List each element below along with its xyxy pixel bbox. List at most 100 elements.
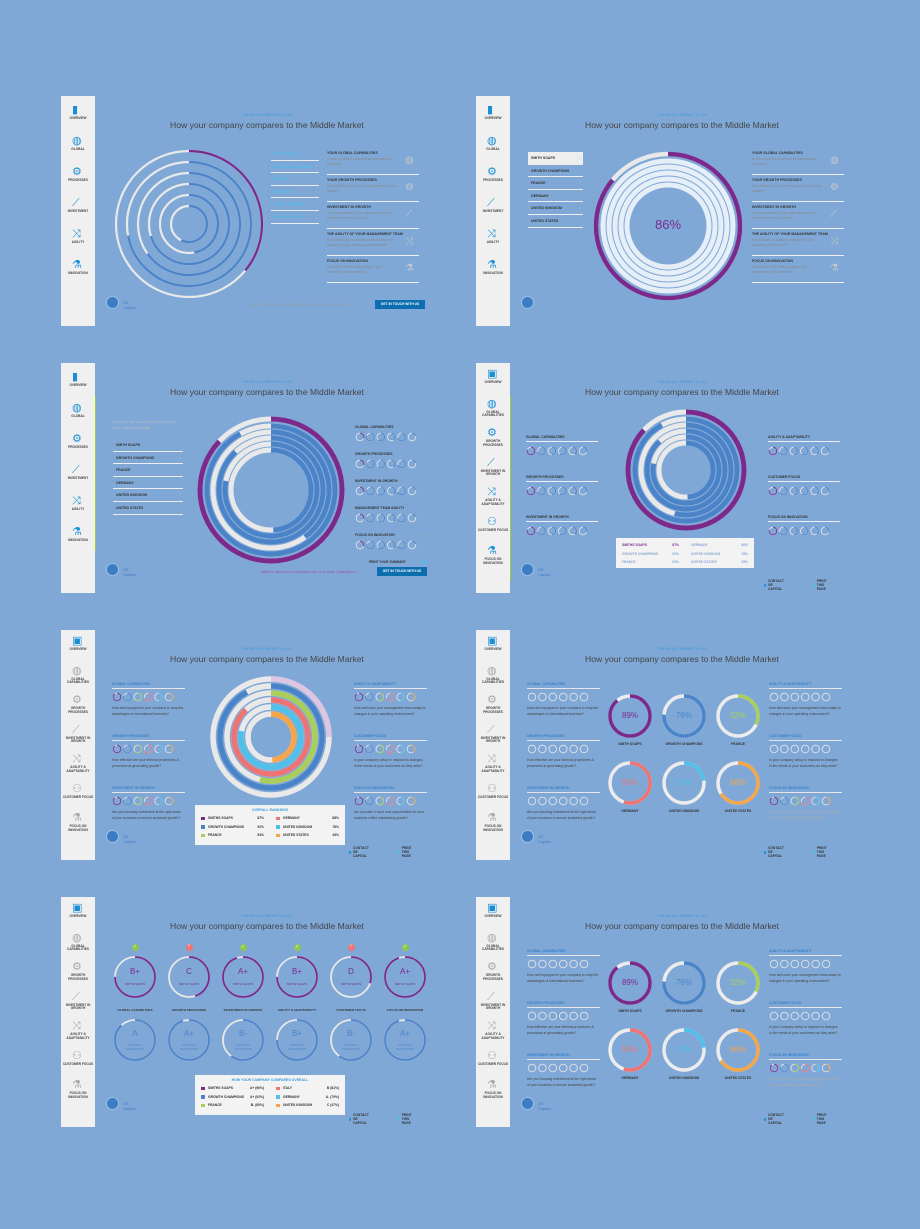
country-item-united-kingdom[interactable]: UNITED KINGDOM →: [113, 489, 183, 502]
category-focus-on-innovation[interactable]: FOCUS ON INNOVATION Are you able to spot …: [769, 1053, 842, 1101]
category-global-capabilities[interactable]: GLOBAL CAPABILITIES How well equipped is …: [112, 682, 185, 730]
question-item-the-agility-of-your-management-team[interactable]: THE AGILITY OF YOUR MANAGEMENT TEAM Are y…: [752, 230, 844, 256]
ranking-row-smiths-soaps[interactable]: SMITHS SOAPS 87%: [201, 815, 264, 822]
category-global-capabilities[interactable]: GLOBAL CAPABILITIES ✓: [355, 424, 427, 449]
ranking-row-germany[interactable]: GERMANY A- (79%): [276, 1094, 339, 1101]
print-link[interactable]: PRINT THIS PAGE: [398, 846, 414, 858]
category-customer-focus[interactable]: CUSTOMER FOCUS Is your company setup to r…: [769, 1001, 842, 1049]
contact-link[interactable]: CONTACT GE CAPITAL: [764, 846, 786, 858]
nav-item-growth-processes[interactable]: ⚙ GROWTH PROCESSES: [476, 961, 510, 988]
nav-item-innovation[interactable]: ⚗ INNOVATION: [476, 259, 510, 286]
nav-item-agility[interactable]: ⤨ AGILITY: [61, 228, 95, 255]
country-item-france[interactable]: FRANCE →: [113, 464, 183, 477]
nav-item-agility-adaptability[interactable]: ⤨ AGILITY & ADAPTABILITY: [476, 753, 510, 780]
get-in-touch-button[interactable]: GET IN TOUCH WITH US: [377, 567, 427, 576]
nav-item-global-capabilities[interactable]: ◍ GLOBAL CAPABILITIES: [476, 398, 510, 425]
ranking-row-smiths-soaps[interactable]: SMITHS SOAPS 87%: [622, 542, 679, 549]
ranking-row-smiths-soaps[interactable]: SMITHS SOAPS A+ (96%): [201, 1085, 264, 1092]
nav-item-agility-adaptability[interactable]: ⤨ AGILITY & ADAPTABILITY: [476, 486, 510, 513]
category-growth-processes[interactable]: GROWTH PROCESSES How effective are your i…: [527, 734, 600, 782]
category-investment-in-growth[interactable]: INVESTMENT IN GROWTH Are you focusing inv…: [112, 786, 185, 834]
ranking-row-united-states[interactable]: UNITED STATES 49%: [691, 559, 748, 566]
category-investment-in-growth[interactable]: INVESTMENT IN GROWTH →: [526, 514, 598, 545]
nav-item-overview[interactable]: ▮ OVERVIEW: [476, 104, 510, 131]
ranking-row-growth-champions[interactable]: GROWTH CHAMPIONS A+ (92%): [201, 1094, 264, 1101]
category-focus-on-innovation[interactable]: FOCUS ON INNOVATION →: [768, 514, 840, 545]
print-link[interactable]: PRINT THIS PAGE: [813, 846, 829, 858]
ranking-row-united-states[interactable]: UNITED STATES 49%: [276, 832, 339, 839]
nav-item-growth-processes[interactable]: ⚙ GROWTH PROCESSES: [476, 694, 510, 721]
ranking-row-italy[interactable]: ITALY B (81%): [276, 1085, 339, 1092]
question-item-focus-on-innovation[interactable]: FOCUS ON INNOVATION How close to the cutt…: [327, 257, 419, 283]
question-item-the-agility-of-your-management-team[interactable]: THE AGILITY OF YOUR MANAGEMENT TEAM How w…: [327, 230, 419, 256]
question-item-your-growth-processes[interactable]: YOUR GROWTH PROCESSES How effectively is …: [327, 176, 419, 202]
nav-item-investment-in-growth[interactable]: ⟋ INVESTMENT IN GROWTH: [476, 457, 510, 484]
nav-item-processes[interactable]: ⚙ PROCESSES: [61, 433, 95, 460]
category-global-capabilities[interactable]: GLOBAL CAPABILITIES How well equipped is …: [527, 949, 600, 997]
print-link[interactable]: PRINT THIS PAGE: [813, 579, 829, 591]
nav-item-agility-adaptability[interactable]: ⤨ AGILITY & ADAPTABILITY: [61, 1020, 95, 1047]
category-customer-focus[interactable]: CUSTOMER FOCUS →: [768, 474, 840, 505]
nav-item-global[interactable]: ◍ GLOBAL: [61, 135, 95, 162]
category-investment-in-growth[interactable]: INVESTMENT IN GROWTH Are you focusing inv…: [527, 786, 600, 834]
country-item-smith-soaps[interactable]: SMITH SOAPS →: [528, 152, 583, 165]
category-management-team-agility[interactable]: MANAGEMENT TEAM AGILITY ✓: [355, 505, 427, 530]
ranking-row-france[interactable]: FRANCE 54%: [622, 559, 679, 566]
question-item-your-growth-processes[interactable]: YOUR GROWTH PROCESSES How effectively is …: [752, 176, 844, 202]
nav-item-overview[interactable]: ▣ OVERVIEW: [476, 635, 510, 662]
category-focus-on-innovation[interactable]: FOCUS ON INNOVATION ✓: [355, 532, 427, 557]
category-focus-on-innovation[interactable]: FOCUS ON INNOVATION Are you able to spot …: [354, 786, 427, 834]
nav-item-growth-processes[interactable]: ⚙ GROWTH PROCESSES: [476, 427, 510, 454]
nav-item-focus-on-innovation[interactable]: ⚗ FOCUS ON INNOVATION: [61, 812, 95, 839]
nav-item-agility-adaptability[interactable]: ⤨ AGILITY & ADAPTABILITY: [476, 1020, 510, 1047]
country-item-germany[interactable]: GERMANY →: [528, 190, 583, 203]
country-item-united-states[interactable]: UNITED STATES →: [528, 215, 583, 228]
nav-item-global-capabilities[interactable]: ◍ GLOBAL CAPABILITIES: [61, 665, 95, 692]
country-item-growth-champions[interactable]: GROWTH CHAMPIONS →: [528, 165, 583, 178]
country-item-france[interactable]: FRANCE: [271, 173, 319, 186]
nav-item-focus-on-innovation[interactable]: ⚗ FOCUS ON INNOVATION: [476, 812, 510, 839]
nav-item-investment[interactable]: ⟋ INVESTMENT: [476, 197, 510, 224]
ranking-row-growth-champions[interactable]: GROWTH CHAMPIONS 92%: [622, 551, 679, 558]
nav-item-growth-processes[interactable]: ⚙ GROWTH PROCESSES: [61, 694, 95, 721]
category-growth-processes[interactable]: GROWTH PROCESSES ✓: [355, 451, 427, 476]
nav-item-investment[interactable]: ⟋ INVESTMENT: [61, 464, 95, 491]
nav-item-global[interactable]: ◍ GLOBAL: [476, 135, 510, 162]
print-link[interactable]: PRINT THIS PAGE: [813, 1113, 829, 1125]
ranking-row-france[interactable]: FRANCE 54%: [201, 832, 264, 839]
contact-link[interactable]: CONTACT GE CAPITAL: [764, 1113, 786, 1125]
category-focus-on-innovation[interactable]: FOCUS ON INNOVATION Are you able to spot …: [769, 786, 842, 834]
nav-item-customer-focus[interactable]: ⚇ CUSTOMER FOCUS: [476, 1050, 510, 1077]
nav-item-processes[interactable]: ⚙ PROCESSES: [61, 166, 95, 193]
nav-item-growth-processes[interactable]: ⚙ GROWTH PROCESSES: [61, 961, 95, 988]
country-item-smith-soaps[interactable]: SMITH SOAPS: [271, 148, 319, 161]
category-investment-in-growth[interactable]: INVESTMENT IN GROWTH ✓: [355, 478, 427, 503]
contact-link[interactable]: CONTACT GE CAPITAL: [764, 579, 786, 591]
nav-item-agility[interactable]: ⤨ AGILITY: [476, 228, 510, 255]
nav-item-global-capabilities[interactable]: ◍ GLOBAL CAPABILITIES: [476, 932, 510, 959]
print-link[interactable]: PRINT THIS PAGE: [398, 1113, 414, 1125]
nav-item-agility[interactable]: ⤨ AGILITY: [61, 495, 95, 522]
nav-item-overview[interactable]: ▣ OVERVIEW: [61, 902, 95, 929]
nav-item-focus-on-innovation[interactable]: ⚗ FOCUS ON INNOVATION: [476, 1079, 510, 1106]
ranking-row-growth-champions[interactable]: GROWTH CHAMPIONS 92%: [201, 824, 264, 831]
nav-item-investment-in-growth[interactable]: ⟋ INVESTMENT IN GROWTH: [476, 991, 510, 1018]
nav-item-overview[interactable]: ▣ OVERVIEW: [476, 368, 510, 395]
category-investment-in-growth[interactable]: INVESTMENT IN GROWTH Are you focusing inv…: [527, 1053, 600, 1101]
country-item-united-kingdom[interactable]: UNITED KINGDOM →: [528, 202, 583, 215]
nav-item-global[interactable]: ◍ GLOBAL: [61, 402, 95, 429]
category-customer-focus[interactable]: CUSTOMER FOCUS Is your company setup to r…: [769, 734, 842, 782]
country-item-united-states[interactable]: UNITED STATES →: [113, 502, 183, 515]
category-global-capabilities[interactable]: GLOBAL CAPABILITIES →: [526, 434, 598, 465]
country-item-germany[interactable]: GERMANY: [271, 186, 319, 199]
question-item-your-global-capabilities[interactable]: YOUR GLOBAL CAPABILITIES Is your company …: [752, 149, 844, 175]
print-summary-link[interactable]: PRINT YOUR SUMMARY: [361, 560, 427, 566]
nav-item-focus-on-innovation[interactable]: ⚗ FOCUS ON INNOVATION: [61, 1079, 95, 1106]
nav-item-overview[interactable]: ▣ OVERVIEW: [476, 902, 510, 929]
nav-item-customer-focus[interactable]: ⚇ CUSTOMER FOCUS: [61, 1050, 95, 1077]
nav-item-global-capabilities[interactable]: ◍ GLOBAL CAPABILITIES: [476, 665, 510, 692]
nav-item-customer-focus[interactable]: ⚇ CUSTOMER FOCUS: [476, 516, 510, 543]
country-item-growth-champions[interactable]: GROWTH CHAMPIONS: [271, 161, 319, 174]
category-agility-adaptability[interactable]: AGILITY & ADAPTABILITY →: [768, 434, 840, 465]
country-item-smith-soaps[interactable]: SMITH SOAPS →: [113, 439, 183, 452]
